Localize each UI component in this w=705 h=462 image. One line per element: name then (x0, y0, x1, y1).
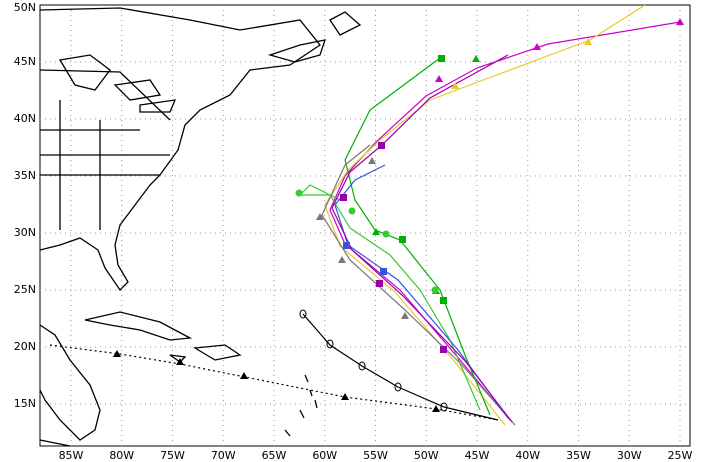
lon-label: 40W (515, 449, 540, 462)
lat-label: 20N (14, 340, 36, 353)
graticule (40, 5, 690, 446)
nova-scotia (267, 11, 362, 63)
coastlines (39, 7, 362, 447)
lon-label: 25W (668, 449, 693, 462)
lat-label: 35N (14, 169, 36, 182)
lon-label: 30W (617, 449, 642, 462)
lon-label: 60W (312, 449, 337, 462)
lon-label: 55W (363, 449, 388, 462)
lon-label: 85W (59, 449, 84, 462)
lesser-antilles (284, 374, 318, 437)
central-america (39, 324, 101, 447)
track (321, 144, 516, 426)
lat-label: 45N (14, 55, 36, 68)
map-frame (39, 4, 691, 447)
lon-label: 75W (160, 449, 185, 462)
lon-label: 70W (211, 449, 236, 462)
lat-label: 25N (14, 283, 36, 296)
lon-label: 50W (414, 449, 439, 462)
lat-label: 15N (14, 397, 36, 410)
lat-label: 30N (14, 226, 36, 239)
lon-label: 45W (465, 449, 490, 462)
cuba (84, 311, 193, 341)
track-markers (113, 18, 684, 412)
states (39, 69, 171, 230)
lon-label: 35W (566, 449, 591, 462)
track (298, 184, 481, 411)
lon-label: 65W (262, 449, 287, 462)
lon-label: 80W (109, 449, 134, 462)
lat-label: 40N (14, 112, 36, 125)
hispaniola (169, 344, 242, 363)
lat-label: 50N (14, 1, 36, 14)
track (331, 54, 513, 423)
great-lakes (58, 54, 177, 113)
track (302, 313, 499, 421)
storm-tracks (49, 4, 681, 426)
